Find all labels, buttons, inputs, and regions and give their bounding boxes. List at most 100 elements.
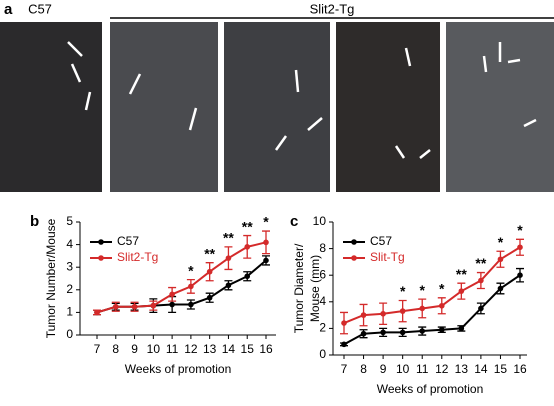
y-axis-label: Tumor Diameter/ <box>292 243 306 333</box>
x-tick-label: 13 <box>455 362 469 376</box>
significance: ** <box>223 230 234 246</box>
point <box>419 305 426 312</box>
point <box>458 325 465 332</box>
series-line <box>96 259 267 314</box>
point <box>244 273 251 280</box>
photo <box>0 22 102 192</box>
point <box>244 244 251 250</box>
x-tick-label: 9 <box>131 342 138 356</box>
significance: ** <box>456 266 467 282</box>
legend-marker <box>351 239 357 245</box>
photo <box>336 22 440 192</box>
significance: * <box>400 283 406 299</box>
y-tick-label: 2 <box>66 282 73 296</box>
point <box>360 312 367 318</box>
point <box>341 320 347 326</box>
legend-label: Slit2-Tg <box>117 250 158 264</box>
panel-label: c <box>290 213 298 230</box>
y-tick-label: 0 <box>66 327 73 341</box>
x-tick-label: 10 <box>147 342 161 356</box>
significance: ** <box>242 218 253 234</box>
x-tick-label: 16 <box>513 362 527 376</box>
point <box>517 244 523 251</box>
point <box>150 302 157 309</box>
x-tick-label: 12 <box>184 342 198 356</box>
x-tick-label: 14 <box>222 342 236 356</box>
legend-label: C57 <box>370 234 392 248</box>
arrows <box>67 41 537 159</box>
point <box>497 256 504 263</box>
y-tick-label: 0 <box>319 347 326 361</box>
point <box>225 255 232 261</box>
point <box>169 301 175 308</box>
point <box>399 329 406 336</box>
x-tick-label: 9 <box>380 362 387 376</box>
point <box>478 305 484 312</box>
panel-label: a <box>4 1 13 18</box>
significance: ** <box>204 245 215 261</box>
x-tick-label: 16 <box>259 342 273 356</box>
x-axis-label: Weeks of promotion <box>125 362 232 376</box>
y-tick-label: 6 <box>319 267 326 281</box>
point <box>263 239 269 246</box>
legend-marker <box>98 239 104 245</box>
point <box>517 272 523 279</box>
x-tick-label: 14 <box>474 362 488 376</box>
series-line <box>96 241 267 314</box>
point <box>419 328 426 334</box>
x-tick-label: 15 <box>494 362 508 376</box>
point <box>458 288 465 294</box>
significance: * <box>419 282 425 298</box>
point <box>263 257 269 264</box>
x-tick-label: 11 <box>416 362 429 376</box>
y-axis-label: Mouse (mm) <box>308 255 322 322</box>
legend-label: Slit-Tg <box>370 250 405 264</box>
significance: * <box>263 214 269 230</box>
x-tick-label: 7 <box>341 362 348 376</box>
y-tick-label: 4 <box>66 237 73 251</box>
point <box>131 303 138 310</box>
x-tick-label: 8 <box>360 362 367 376</box>
point <box>438 302 445 309</box>
y-tick-label: 3 <box>66 259 73 273</box>
point <box>206 268 213 275</box>
point <box>478 277 484 284</box>
x-tick-label: 7 <box>94 342 101 356</box>
significance: * <box>498 234 504 250</box>
y-tick-label: 1 <box>66 305 73 319</box>
x-tick-label: 10 <box>396 362 410 376</box>
significance: * <box>517 222 523 238</box>
x-tick-label: 11 <box>166 342 179 356</box>
photos <box>0 22 554 192</box>
series-line <box>343 246 521 325</box>
point <box>206 294 213 301</box>
x-tick-label: 12 <box>435 362 449 376</box>
series-line <box>343 274 521 346</box>
point <box>360 330 367 337</box>
legend-label: C57 <box>117 234 139 248</box>
x-axis-label: Weeks of promotion <box>377 382 484 396</box>
y-tick-label: 2 <box>319 321 326 335</box>
legend-marker <box>351 255 357 261</box>
y-tick-label: 10 <box>313 214 327 228</box>
photo <box>110 22 218 192</box>
point <box>225 282 232 289</box>
y-axis-label: Tumor Number/Mouse <box>44 218 58 338</box>
point <box>497 285 504 292</box>
point <box>188 301 194 308</box>
photo <box>224 22 330 192</box>
group-label: Slit2-Tg <box>310 1 355 16</box>
point <box>112 303 119 310</box>
group-label: C57 <box>28 1 52 16</box>
panel-label: b <box>30 213 39 230</box>
x-tick-label: 8 <box>112 342 119 356</box>
point <box>169 291 175 298</box>
point <box>399 308 406 314</box>
point <box>188 283 194 290</box>
y-tick-label: 8 <box>319 241 326 255</box>
x-tick-label: 13 <box>203 342 217 356</box>
significance: * <box>439 281 445 297</box>
point <box>94 309 100 316</box>
y-tick-label: 5 <box>66 214 73 228</box>
